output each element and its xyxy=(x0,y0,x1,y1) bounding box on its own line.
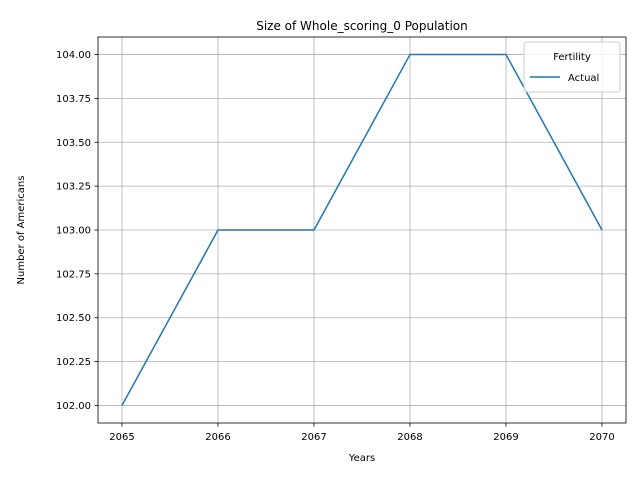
y-tick-label: 104.00 xyxy=(56,50,91,61)
x-tick-label: 2067 xyxy=(301,432,326,443)
series-layer xyxy=(121,53,603,406)
legend: Fertility Actual xyxy=(523,41,621,93)
x-tick-label: 2068 xyxy=(397,432,422,443)
y-axis-label: Number of Americans xyxy=(16,176,27,285)
y-axis-ticks: 102.00 102.25 102.50 102.75 103.00 103.25 103.… xyxy=(56,50,98,412)
y-tick-label: 103.00 xyxy=(56,226,91,237)
x-tick-label: 2065 xyxy=(109,432,134,443)
x-tick-label: 2069 xyxy=(493,432,518,443)
grid-lines xyxy=(98,37,626,423)
y-tick-label: 102.75 xyxy=(56,269,91,280)
y-tick-label: 103.75 xyxy=(56,94,91,105)
y-tick-label: 102.25 xyxy=(56,357,91,368)
chart-title: Size of Whole_scoring_0 Population xyxy=(256,19,468,33)
legend-title: Fertility xyxy=(553,52,591,63)
y-tick-label: 102.00 xyxy=(56,401,91,412)
x-tick-label: 2070 xyxy=(589,432,614,443)
x-axis-label: Years xyxy=(348,453,375,464)
series-line-actual xyxy=(121,53,603,406)
legend-box xyxy=(523,41,621,93)
y-tick-label: 103.25 xyxy=(56,182,91,193)
legend-label-actual: Actual xyxy=(568,73,599,84)
y-tick-label: 103.50 xyxy=(56,138,91,149)
x-tick-label: 2066 xyxy=(205,432,230,443)
y-tick-label: 102.50 xyxy=(56,313,91,324)
x-axis-ticks: 2065 2066 2067 2068 2069 2070 xyxy=(109,423,615,443)
